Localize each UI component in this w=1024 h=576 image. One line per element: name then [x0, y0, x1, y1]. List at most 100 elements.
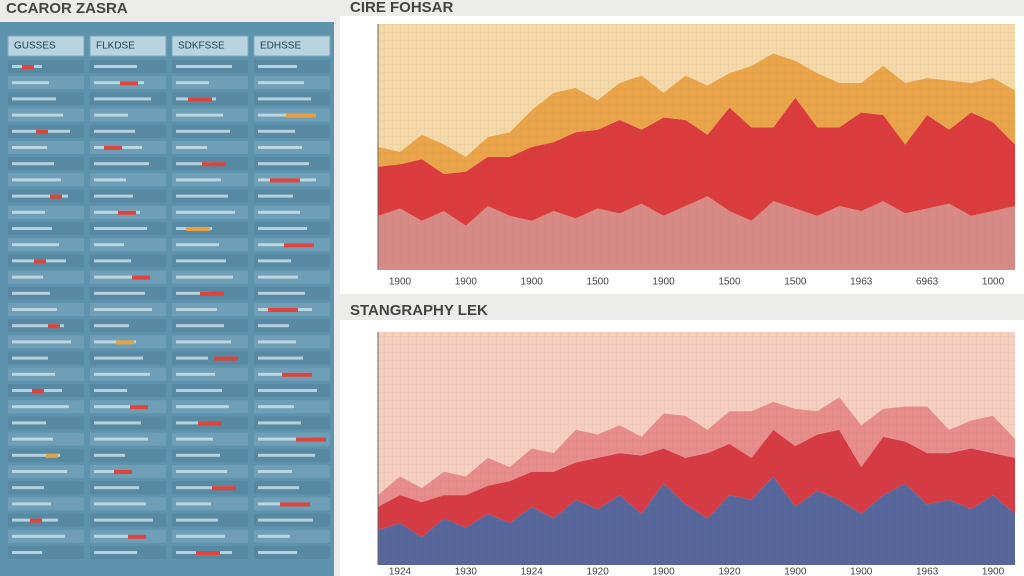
cell-flag	[198, 421, 222, 426]
x-tick-label: 1900	[982, 567, 1005, 576]
cell-flag	[22, 65, 34, 69]
cell-text	[176, 437, 213, 441]
cell-text	[12, 502, 51, 506]
cell-text	[12, 437, 53, 441]
cell-text	[176, 518, 218, 522]
table-cell	[254, 254, 330, 268]
cell-text	[176, 470, 227, 473]
x-tick-label: 1500	[587, 277, 610, 288]
cell-text	[12, 227, 52, 230]
cell-text	[176, 421, 206, 425]
cell-text	[258, 405, 294, 409]
cell-flag	[188, 97, 212, 102]
table-cell	[90, 238, 166, 252]
cell-text	[176, 275, 233, 279]
cell-text	[176, 129, 230, 133]
x-tick-label: 1900	[389, 277, 412, 288]
x-tick-label: 6963	[916, 277, 939, 288]
cell-text	[258, 113, 288, 117]
cell-text	[258, 275, 298, 279]
cell-text	[12, 534, 65, 538]
column-header	[89, 35, 167, 57]
cell-text	[176, 243, 219, 247]
cell-text	[176, 291, 210, 295]
cell-text	[94, 178, 126, 182]
grid	[378, 332, 1015, 565]
cell-text	[258, 129, 295, 133]
cell-text	[12, 162, 54, 166]
cell-flag	[34, 259, 46, 264]
cell-text	[258, 210, 300, 214]
table: GUSSES FLKDSE SDKFSSE EDHSSE	[7, 35, 331, 559]
cell-text	[176, 146, 207, 149]
cell-text	[94, 502, 146, 506]
cell-text	[94, 97, 151, 101]
cell-text	[258, 65, 297, 68]
x-tick-label: 1000	[982, 277, 1005, 288]
cell-text	[94, 243, 124, 247]
cell-text	[94, 486, 139, 490]
cell-text	[258, 453, 315, 457]
cell-text	[176, 81, 209, 85]
cell-text	[258, 291, 305, 295]
cell-flag	[30, 518, 42, 523]
cell-text	[176, 340, 231, 344]
cell-text	[12, 453, 60, 457]
cell-text	[258, 146, 302, 149]
cell-text	[176, 372, 215, 376]
column-header-label: FLKDSE	[96, 41, 135, 52]
cell-text	[12, 291, 50, 295]
cell-text	[176, 486, 234, 490]
cell-text	[258, 437, 308, 441]
x-tick-label: 1900	[652, 277, 675, 288]
cell-text	[12, 210, 45, 214]
cell-text	[176, 162, 214, 166]
cell-text	[176, 502, 211, 506]
cell-flag	[214, 356, 238, 361]
cell-text	[94, 227, 147, 230]
table-cell	[90, 448, 166, 462]
cell-text	[94, 453, 125, 457]
cell-flag	[270, 178, 300, 183]
x-tick-label: 1924	[389, 567, 412, 576]
cell-text	[176, 453, 220, 457]
x-tick-label: 1963	[850, 277, 873, 288]
cell-text	[94, 437, 148, 441]
cell-text	[12, 372, 55, 376]
cell-text	[12, 81, 49, 85]
cell-flag	[132, 275, 150, 280]
cell-text	[176, 210, 235, 214]
cell-text	[258, 81, 304, 85]
cell-text	[176, 194, 228, 198]
cell-text	[258, 518, 313, 522]
cell-flag	[50, 194, 62, 199]
x-tick-label: 1920	[587, 567, 610, 576]
cell-text	[176, 113, 223, 117]
x-tick-label: 1500	[718, 277, 741, 288]
table-cell	[8, 205, 84, 219]
cell-text	[94, 275, 138, 279]
table-cell	[254, 319, 330, 333]
table-cell	[8, 60, 84, 73]
cell-text	[94, 518, 153, 522]
chart-title: CIRE FOHSAR	[350, 0, 454, 16]
cell-text	[12, 486, 44, 490]
cell-text	[12, 146, 47, 149]
x-tick-label: 1900	[784, 567, 807, 576]
column-header-label: EDHSSE	[260, 41, 301, 52]
cell-text	[94, 405, 134, 409]
cell-text	[176, 324, 224, 328]
cell-text	[258, 534, 290, 538]
x-tick-label: 1963	[916, 567, 939, 576]
cell-flag	[282, 372, 312, 377]
cell-text	[176, 259, 226, 263]
cell-text	[176, 65, 232, 68]
x-tick-label: 1500	[784, 277, 807, 288]
cell-text	[12, 551, 42, 554]
column-header	[171, 35, 249, 57]
cell-text	[94, 470, 132, 473]
cell-text	[94, 194, 133, 198]
cell-text	[94, 308, 152, 311]
cell-text	[94, 162, 149, 166]
cell-text	[258, 340, 296, 344]
